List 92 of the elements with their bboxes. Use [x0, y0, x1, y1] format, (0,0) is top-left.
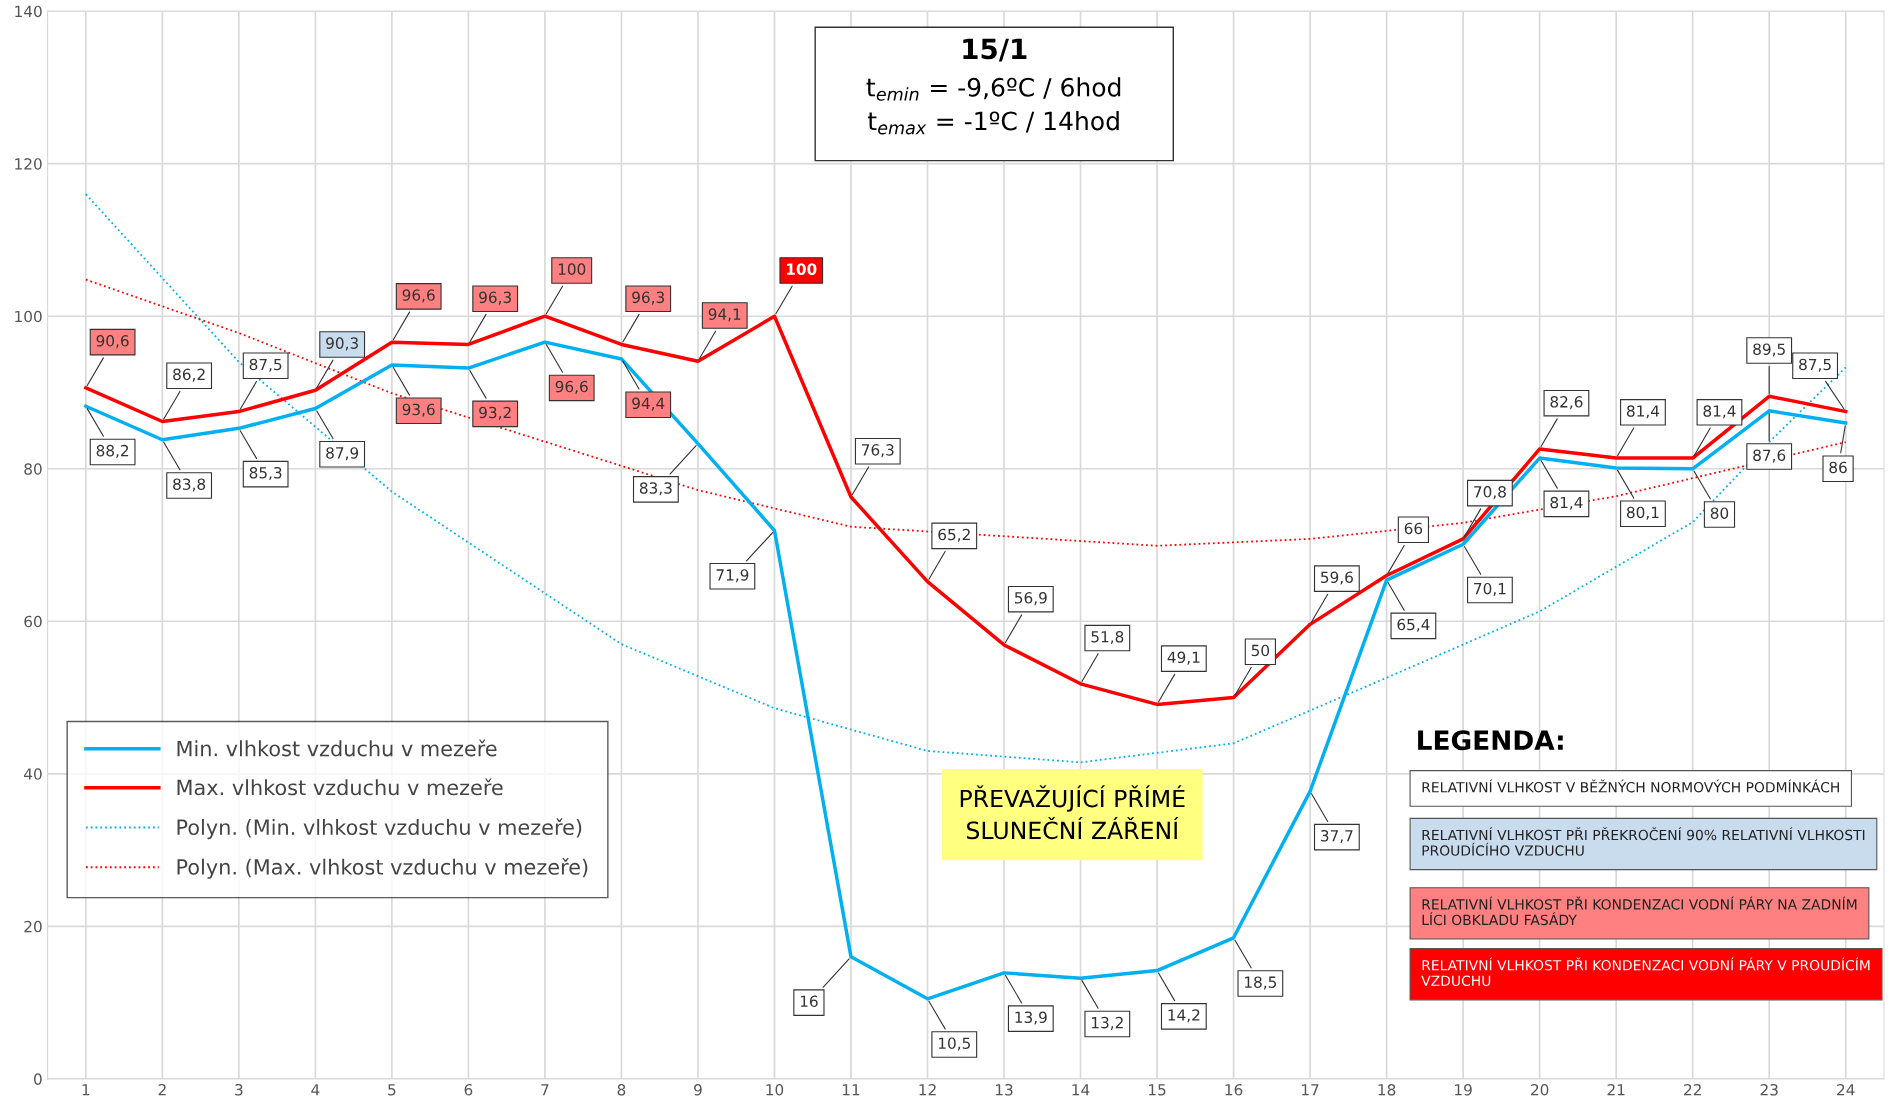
data-label: 89,5 [1753, 343, 1785, 357]
y-tick-label: 0 [34, 1073, 42, 1085]
annotation: RELATIVNÍ VLHKOST PŘI KONDENZACI VODNÍ PÁRY NA ZADNÍM LÍCI OBKLADU FASÁDY [1422, 896, 1857, 926]
x-tick-label: 24 [1837, 1084, 1855, 1096]
data-label: 81,4 [1550, 496, 1583, 510]
annotation: LEGENDA: [1418, 730, 1563, 751]
y-tick-label: 40 [24, 768, 42, 780]
text: 15/1 [963, 38, 1027, 62]
legend-label: Polyn. (Max. vlhkost vzduchu v mezeře) [177, 857, 588, 879]
data-label: 87,9 [326, 447, 359, 461]
x-tick-label: 22 [1684, 1084, 1701, 1096]
data-label: 87,5 [1799, 358, 1831, 372]
data-label: 66 [1404, 522, 1423, 535]
data-label: 70,1 [1474, 582, 1506, 597]
data-label: 93,2 [479, 406, 511, 420]
x-tick-label: 9 [694, 1084, 702, 1096]
x-tick-label: 20 [1531, 1084, 1549, 1096]
legend-label: Min. vlhkost vzduchu v mezeře [177, 739, 497, 757]
data-label: 87,5 [249, 358, 282, 372]
x-tick-label: 12 [919, 1084, 936, 1096]
x-tick-label: 5 [388, 1084, 396, 1096]
x-tick-label: 6 [464, 1084, 473, 1096]
data-label: 13,9 [1015, 1011, 1047, 1025]
x-tick-label: 21 [1607, 1084, 1625, 1096]
y-tick-label: 140 [15, 5, 42, 18]
data-label: 100 [787, 263, 817, 275]
data-label: 96,3 [479, 291, 511, 305]
legend-label: Polyn. (Min. vlhkost vzduchu v mezeře) [177, 818, 582, 840]
x-tick-label: 23 [1760, 1084, 1778, 1096]
data-label: 90,6 [96, 335, 129, 349]
data-label: 65,2 [938, 528, 970, 542]
data-label: 71,9 [716, 569, 749, 583]
annotation: RELATIVNÍ VLHKOST PŘI KONDENZACI VODNÍ PÁRY V PROUDÍCÍM VZDUCHU [1421, 957, 1870, 987]
data-label: 13,2 [1092, 1016, 1123, 1030]
data-label: 59,6 [1321, 571, 1353, 585]
legend-label: Max. vlhkost vzduchu v mezeře [177, 778, 503, 796]
data-label: 81,4 [1703, 405, 1736, 419]
data-label: 85,3 [249, 466, 282, 481]
data-label: 82,6 [1550, 396, 1583, 410]
data-label: 70,8 [1474, 486, 1506, 500]
data-label: 96,6 [555, 380, 588, 394]
x-tick-label: 11 [842, 1084, 860, 1096]
data-label: 87,6 [1753, 449, 1786, 463]
data-label: 80 [1710, 507, 1729, 519]
y-tick-label: 100 [15, 310, 42, 323]
x-tick-label: 4 [311, 1084, 320, 1096]
x-tick-label: 14 [1072, 1084, 1090, 1096]
data-label: 51,8 [1091, 630, 1124, 645]
data-label: 96,6 [402, 289, 435, 303]
data-label: 86,2 [173, 368, 205, 382]
y-tick-label: 120 [15, 158, 42, 170]
x-tick-label: 18 [1378, 1084, 1396, 1096]
x-tick-label: 2 [158, 1084, 166, 1096]
x-tick-label: 10 [766, 1084, 784, 1096]
data-label: 83,8 [173, 478, 206, 492]
data-label: 94,1 [708, 308, 741, 322]
data-label: 81,4 [1626, 405, 1660, 419]
x-tick-label: 17 [1302, 1084, 1319, 1096]
data-label: 10,5 [938, 1037, 970, 1051]
data-label: 37,7 [1321, 829, 1353, 844]
y-tick-label: 20 [24, 920, 42, 933]
data-label: 18,5 [1245, 976, 1277, 990]
x-tick-label: 7 [541, 1084, 549, 1096]
data-label: 90,3 [326, 337, 358, 351]
x-tick-label: 8 [617, 1084, 626, 1096]
data-label: 93,6 [402, 403, 435, 417]
text: t$_{emin}$ = -9,6ºC / 6hod t$_{emax}$ = -1ºC / 14hod [866, 77, 1121, 135]
data-label: 83,3 [639, 482, 672, 496]
data-label: 96,3 [632, 291, 665, 305]
data-label: 86 [1829, 461, 1847, 474]
x-tick-label: 13 [995, 1084, 1013, 1096]
data-label: 56,9 [1014, 592, 1047, 606]
y-tick-label: 80 [24, 463, 42, 475]
data-label: 49,1 [1167, 651, 1200, 665]
data-label: 94,4 [632, 397, 665, 411]
data-label: 65,4 [1397, 618, 1430, 632]
x-tick-label: 3 [235, 1084, 243, 1096]
annotation: PŘEVAŽUJÍCÍ PŘÍMÉ SLUNEČNÍ ZÁŘENÍ [960, 785, 1185, 840]
data-label: 14,2 [1168, 1009, 1200, 1023]
data-label: 100 [558, 263, 586, 275]
y-tick-label: 60 [24, 615, 42, 628]
x-tick-label: 16 [1225, 1084, 1243, 1096]
data-label: 80,1 [1626, 506, 1659, 520]
annotation: RELATIVNÍ VLHKOST PŘI PŘEKROČENÍ 90% RELATIVNÍ VLHKOSTI PROUDÍCÍHO VZDUCHU [1422, 827, 1865, 856]
data-label: 16 [800, 995, 818, 1008]
data-label: 76,3 [862, 444, 894, 458]
data-label: 50 [1251, 644, 1270, 657]
x-tick-label: 15 [1149, 1084, 1166, 1096]
annotation: RELATIVNÍ VLHKOST V BĚŽNÝCH NORMOVÝCH PODMÍNKÁCH [1422, 779, 1839, 793]
x-tick-label: 1 [82, 1084, 90, 1096]
x-tick-label: 19 [1455, 1084, 1472, 1096]
data-label: 88,2 [96, 444, 129, 458]
